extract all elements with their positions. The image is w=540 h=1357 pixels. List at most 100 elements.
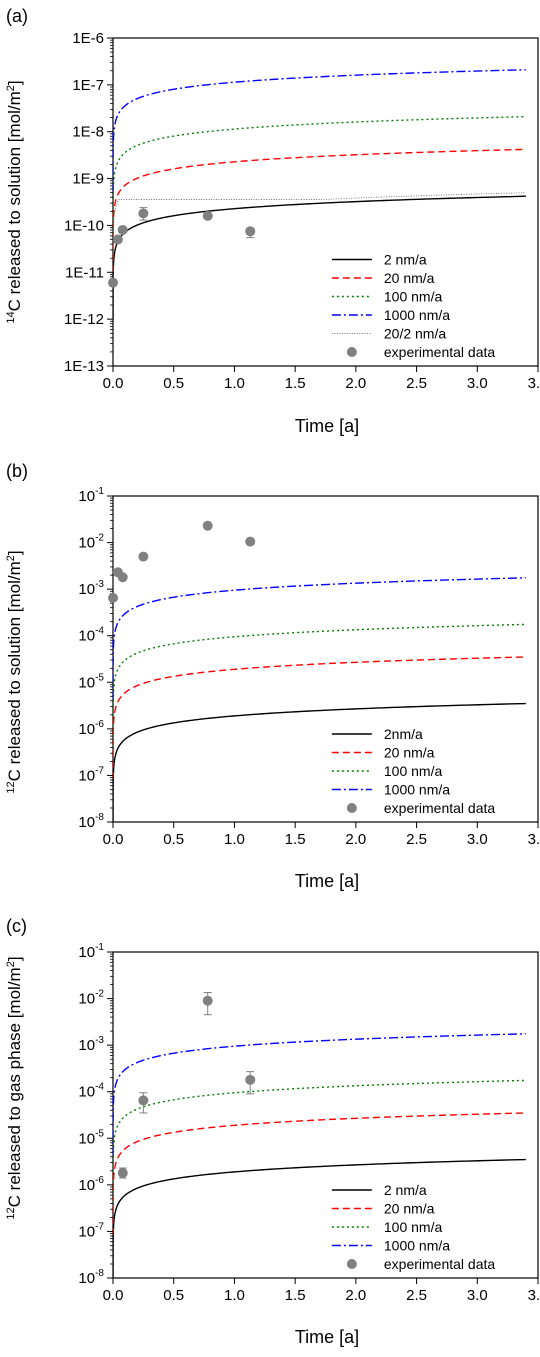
y-tick-base: 10: [78, 1223, 95, 1240]
y-tick-label: 10-2: [78, 989, 104, 1008]
panel-label: (b): [6, 461, 28, 481]
data-point: [108, 592, 118, 603]
series-line: [113, 623, 526, 747]
panel-label: (c): [6, 916, 27, 936]
y-tick-exponent: -3: [95, 579, 104, 590]
y-axis-label: 14C released to solution [mol/m2]: [5, 80, 24, 323]
x-tick-label: 0.5: [163, 831, 184, 848]
y-tick-label: 10-5: [78, 672, 104, 691]
panel-b: (b) 12C released to solution [mol/m2] Ti…: [5, 461, 540, 891]
y-tick-exponent: -7: [95, 765, 104, 776]
series-line: [113, 577, 526, 700]
legend-marker: [346, 1259, 357, 1269]
y-tick-exponent: -1: [95, 942, 104, 953]
y-axis-label-end: ]: [5, 80, 24, 85]
legend-label: 20 nm/a: [384, 270, 435, 286]
y-tick-exponent: -1: [95, 486, 104, 497]
data-point: [202, 995, 213, 1006]
y-tick-base: 10: [78, 628, 95, 645]
y-tick-label: 1E-13: [64, 358, 104, 375]
legend-label: 1000 nm/a: [384, 782, 450, 798]
y-axis-label-superscript: 14: [5, 311, 17, 323]
legend-label: experimental data: [384, 800, 496, 816]
curves: [113, 69, 526, 319]
y-axis-label-text: C released to solution [mol/m: [5, 91, 24, 311]
legend-label: 20 nm/a: [384, 1201, 435, 1217]
data-point: [117, 572, 128, 583]
y-axis-label-superscript: 12: [5, 781, 17, 793]
y-tick-exponent: -2: [95, 533, 104, 544]
legend-label: 20/2 nm/a: [384, 326, 446, 342]
y-tick-base: 10: [78, 814, 95, 831]
curves: [113, 577, 526, 822]
data-point: [117, 1167, 128, 1178]
y-tick-exponent: -6: [95, 719, 104, 730]
x-tick-label: 1.0: [224, 1287, 245, 1304]
y-tick-exponent: -6: [95, 1175, 104, 1186]
x-tick-label: 3.0: [467, 831, 488, 848]
y-axis-label: 12C released to gas phase [mol/m2]: [5, 956, 24, 1219]
legend-marker: [346, 347, 357, 357]
x-tick-label: 3.0: [467, 375, 488, 392]
y-tick-label: 1E-9: [72, 171, 104, 188]
y-tick-label: 10-3: [78, 579, 104, 598]
data-point: [108, 277, 118, 288]
y-tick-exponent: -8: [95, 812, 104, 823]
x-tick-label: 1.0: [224, 375, 245, 392]
data-point: [112, 234, 123, 245]
legend-label: 1000 nm/a: [384, 1238, 450, 1254]
data-point: [138, 208, 149, 219]
y-tick-label: 1E-11: [65, 264, 104, 281]
legend: 2 nm/a 20 nm/a 100 nm/a 1000 nm/a experiment…: [331, 1182, 495, 1272]
y-tick-label: 10-6: [78, 1175, 104, 1194]
x-tick-label: 1.5: [285, 375, 306, 392]
x-tick-label: 2.5: [406, 375, 427, 392]
y-tick-base: 10: [78, 674, 95, 691]
y-tick-exponent: -7: [95, 1221, 104, 1232]
y-tick-exponent: -8: [95, 1268, 104, 1279]
y-axis-label-exponent: 2: [5, 85, 17, 91]
y-tick-base: 10: [78, 721, 95, 738]
series-line: [113, 69, 526, 193]
series-line: [113, 195, 526, 319]
data-point: [245, 226, 256, 237]
x-tick-label: 2.0: [345, 831, 366, 848]
y-tick-exponent: -4: [95, 1082, 104, 1093]
y-tick-label: 1E-6: [72, 30, 104, 47]
y-tick-label: 1E-10: [64, 217, 104, 234]
y-tick-base: 10: [78, 535, 95, 552]
series-line: [113, 192, 526, 280]
series-line: [113, 1158, 526, 1278]
x-axis-label: Time [a]: [295, 1327, 359, 1347]
x-tick-label: 0.0: [103, 375, 124, 392]
x-tick-label: 1.0: [224, 831, 245, 848]
y-tick-label: 10-4: [78, 626, 104, 645]
legend-label: 2 nm/a: [384, 252, 427, 268]
y-tick-base: 10: [78, 767, 95, 784]
y-tick-base: 10: [78, 1177, 95, 1194]
y-axis-label-exponent: 2: [5, 555, 17, 561]
y-tick-exponent: -5: [95, 1128, 104, 1139]
legend: 2 nm/a 20 nm/a 100 nm/a 1000 nm/a 20/2 nm/a e…: [331, 252, 496, 360]
data-point: [138, 1095, 149, 1106]
panel-a: (a) 14C released to solution [mol/m2] Ti…: [5, 6, 540, 436]
y-tick-label: 1E-7: [72, 77, 104, 94]
series-line: [113, 1079, 526, 1203]
legend-label: 2 nm/a: [384, 1182, 427, 1198]
plot-frame: [112, 37, 539, 367]
y-tick-label: 10-3: [78, 1035, 104, 1054]
y-tick-exponent: -2: [95, 989, 104, 1000]
y-axis-label-text: C released to gas phase [mol/m: [5, 967, 24, 1207]
panel-label: (a): [6, 6, 28, 26]
legend-label: 1000 nm/a: [384, 307, 450, 323]
y-axis-label-end: ]: [5, 956, 24, 961]
y-tick-label: 10-5: [78, 1128, 104, 1147]
y-axis-label-exponent: 2: [5, 961, 17, 967]
legend-label: experimental data: [384, 344, 496, 360]
series-line: [113, 702, 526, 822]
x-tick-label: 0.5: [163, 1287, 184, 1304]
x-tick-label: 2.5: [406, 1287, 427, 1304]
y-axis-label-superscript: 12: [5, 1207, 17, 1219]
series-line: [113, 1033, 526, 1156]
